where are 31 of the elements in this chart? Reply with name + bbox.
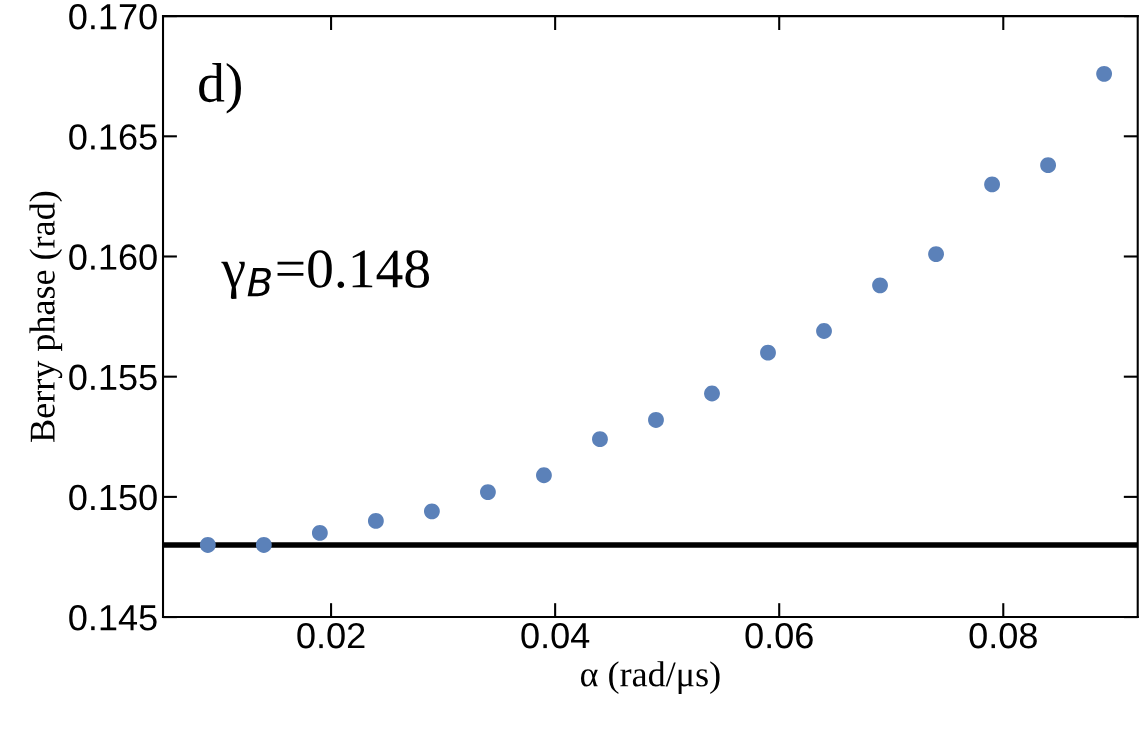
point bbox=[704, 385, 720, 402]
x-tick-label: 0.08 bbox=[969, 622, 1037, 649]
point bbox=[423, 503, 440, 520]
point bbox=[872, 277, 888, 294]
point bbox=[311, 525, 328, 541]
y-tick-label: 0.170 bbox=[69, 3, 157, 30]
y-tick-label: 0.165 bbox=[69, 124, 157, 150]
y-tick-label: 0.150 bbox=[69, 484, 157, 511]
point bbox=[984, 176, 1000, 193]
point bbox=[592, 431, 608, 448]
y-axis-title: Berry phase (rad) bbox=[29, 191, 63, 442]
annotation: γ$_{B}$=0.148 bbox=[221, 250, 429, 300]
annotation: d) bbox=[199, 63, 241, 114]
point bbox=[536, 467, 552, 484]
y-tick-label: 0.155 bbox=[69, 364, 157, 391]
point bbox=[1040, 157, 1057, 174]
x-axis-title: α (rad/μs) bbox=[580, 661, 720, 694]
point bbox=[1096, 65, 1113, 82]
point bbox=[480, 484, 496, 500]
point bbox=[928, 246, 944, 263]
x-tick-label: 0.06 bbox=[745, 622, 813, 649]
point bbox=[199, 537, 216, 553]
point bbox=[367, 513, 384, 529]
x-tick-label: 0.02 bbox=[297, 622, 365, 649]
point bbox=[255, 537, 272, 553]
y-tick-label: 0.160 bbox=[69, 244, 157, 270]
point bbox=[760, 344, 776, 361]
point bbox=[816, 323, 832, 339]
x-tick-label: 0.04 bbox=[521, 622, 590, 649]
y-tick-label: 0.145 bbox=[69, 604, 157, 631]
point bbox=[648, 412, 664, 428]
